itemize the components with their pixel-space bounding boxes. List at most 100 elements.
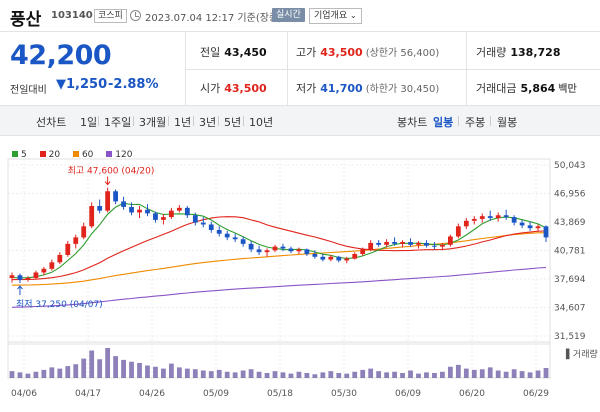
volume-bar [503, 371, 509, 378]
candle-monthly[interactable]: 월봉 [497, 116, 518, 129]
volume-bar [145, 365, 150, 378]
lower-limit-note: (하한가 30,450) [365, 84, 440, 95]
candle-body [89, 206, 95, 227]
x-tick-label: 06/29 [523, 389, 549, 399]
volume-bar [304, 373, 310, 378]
ma5-line [11, 202, 547, 279]
volume-bar [463, 368, 469, 378]
high-cell: 고가 43,500 (상한가 56,400) [296, 44, 439, 60]
candle-body [344, 258, 350, 261]
period-10y[interactable]: 10년 [249, 116, 274, 129]
volume-bar [113, 356, 118, 378]
candle-body [81, 226, 87, 238]
candle-body [200, 222, 206, 225]
y-tick-label: 40,781 [554, 247, 586, 257]
candle-body [240, 239, 246, 244]
volume-bar [447, 366, 453, 378]
candle-body [328, 256, 334, 260]
candle-body [216, 230, 222, 234]
candle-body [511, 217, 517, 223]
volume-bar [240, 370, 246, 378]
candle-body [519, 222, 525, 226]
candle-body [280, 246, 286, 249]
line-chart-button[interactable]: 선차트 [36, 116, 67, 129]
quote-panel: 42,200 전일대비 ▼1,250 -2.88% 전일 43,450 고가 43,… [0, 32, 600, 106]
volume-bar [105, 348, 111, 378]
price-change-percent: -2.88% [108, 77, 159, 92]
divider [186, 69, 600, 70]
divider [458, 116, 459, 126]
y-tick-label: 43,869 [554, 218, 586, 228]
volume-bar [535, 370, 541, 378]
volume-bar [392, 371, 397, 378]
candle-body [232, 237, 238, 240]
volume-bar [312, 374, 318, 378]
candle-body [25, 278, 31, 280]
legend-swatch [39, 151, 46, 157]
candle-chart-button[interactable]: 봉차트 [397, 116, 428, 129]
prev-close-value: 43,450 [224, 46, 267, 59]
candle-body [471, 218, 477, 221]
x-tick-label: 04/06 [11, 389, 37, 399]
change-label: 전일대비 [10, 85, 47, 96]
candle-body [288, 248, 294, 252]
candle-body [105, 191, 111, 211]
divider [98, 116, 99, 126]
candle-body [320, 256, 326, 260]
ma-legend: 5 20 60 120 [12, 150, 142, 160]
legend-label: 60 [81, 150, 94, 160]
volume-bar [471, 369, 477, 378]
volume-bar [543, 368, 549, 378]
x-tick-label: 05/30 [331, 389, 357, 399]
volume-bar [360, 369, 366, 378]
low-arrow-icon [17, 285, 23, 296]
candle-body [416, 242, 421, 245]
volume-bar [224, 371, 230, 378]
y-tick-label: 37,694 [554, 275, 586, 285]
candle-weekly[interactable]: 주봉 [465, 116, 486, 129]
candle-body [129, 206, 134, 213]
x-tick-label: 06/09 [395, 389, 421, 399]
chart-frame [7, 158, 551, 345]
period-5y[interactable]: 5년 [224, 116, 242, 129]
company-overview-button[interactable]: 기업개요 ⌄ [309, 8, 362, 24]
volume-bar [161, 368, 166, 378]
candle-body [312, 254, 318, 257]
volume-bar [424, 372, 429, 378]
period-3m[interactable]: 3개월 [139, 116, 167, 129]
volume-bar [41, 369, 47, 378]
period-1d[interactable]: 1일 [80, 116, 98, 129]
prev-close-label: 전일 [200, 46, 221, 59]
candle-body [145, 209, 150, 214]
volume-bar [519, 371, 525, 378]
candle-body [153, 213, 158, 220]
realtime-badge[interactable]: 실시간 [272, 8, 305, 22]
volume-bar [344, 373, 350, 378]
candle-body [408, 242, 413, 245]
volume-bar [81, 358, 87, 378]
period-1w[interactable]: 1주일 [104, 116, 132, 129]
open-cell: 시가 43,500 [200, 80, 267, 96]
candle-body [192, 215, 198, 223]
ma60-line [11, 232, 547, 286]
candle-body [527, 225, 533, 229]
current-price: 42,200 [10, 40, 112, 71]
candle-body [360, 249, 366, 255]
y-tick-label: 31,519 [554, 332, 586, 342]
volume-bar [280, 372, 286, 378]
candle-body [400, 242, 405, 244]
open-label: 시가 [200, 82, 221, 95]
period-3y[interactable]: 3년 [199, 116, 217, 129]
candle-body [248, 243, 254, 250]
candle-body [169, 210, 174, 218]
volume-cell: 거래량 138,728 [476, 44, 560, 60]
amount-cell: 거래대금 5,864 백만 [476, 80, 577, 96]
candle-body [184, 207, 190, 216]
candle-daily[interactable]: 일봉 [433, 116, 454, 129]
candle-body [224, 233, 230, 238]
x-tick-label: 04/17 [75, 389, 101, 399]
x-tick-label: 05/09 [203, 389, 229, 399]
period-1y[interactable]: 1년 [174, 116, 192, 129]
y-tick-label: 50,043 [554, 161, 586, 171]
